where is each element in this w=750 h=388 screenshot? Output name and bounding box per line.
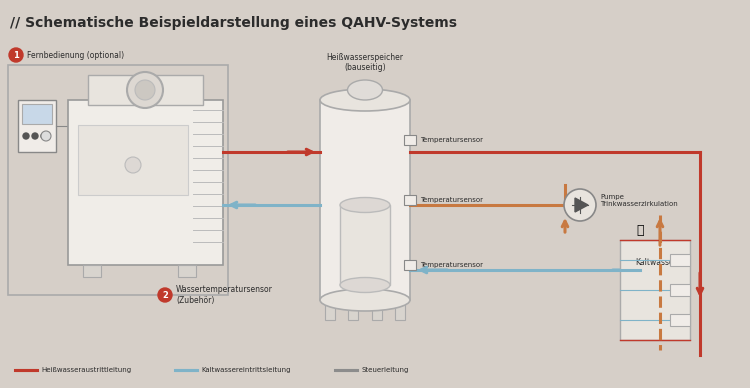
Bar <box>68 100 223 265</box>
Text: Heißwasseraustrittleitung: Heißwasseraustrittleitung <box>41 367 131 373</box>
Bar <box>670 254 690 266</box>
Bar <box>404 135 416 145</box>
Text: Steuerleitung: Steuerleitung <box>361 367 408 373</box>
Ellipse shape <box>320 89 410 111</box>
Text: Heißwasserspeicher
(bauseitig): Heißwasserspeicher (bauseitig) <box>326 53 404 72</box>
Bar <box>348 300 358 320</box>
Bar <box>670 314 690 326</box>
FancyBboxPatch shape <box>18 100 56 152</box>
Bar <box>404 195 416 205</box>
Text: Fernbedienung (optional): Fernbedienung (optional) <box>27 50 124 59</box>
Bar <box>395 300 405 320</box>
Ellipse shape <box>340 197 390 213</box>
Bar <box>325 300 335 320</box>
Text: Wassertemperatursensor
(Zubehör): Wassertemperatursensor (Zubehör) <box>176 285 273 305</box>
Circle shape <box>127 72 163 108</box>
Bar <box>178 265 196 277</box>
Bar <box>78 125 188 195</box>
Text: Temperatursensor: Temperatursensor <box>420 262 483 268</box>
Bar <box>320 100 410 300</box>
Circle shape <box>564 189 596 221</box>
Text: Kaltwasser: Kaltwasser <box>635 258 676 267</box>
Text: Pumpe
Trinkwasserzirkulation: Pumpe Trinkwasserzirkulation <box>600 194 678 206</box>
Circle shape <box>125 157 141 173</box>
Text: 1: 1 <box>13 50 19 59</box>
Ellipse shape <box>340 277 390 293</box>
Text: Kaltwassereintrittsleitung: Kaltwassereintrittsleitung <box>201 367 290 373</box>
Text: // Schematische Beispieldarstellung eines QAHV-Systems: // Schematische Beispieldarstellung eine… <box>10 16 457 30</box>
Bar <box>22 104 52 124</box>
Circle shape <box>158 288 172 302</box>
Bar <box>340 205 390 285</box>
Text: Temperatursensor: Temperatursensor <box>420 197 483 203</box>
Ellipse shape <box>320 289 410 311</box>
Circle shape <box>32 133 38 139</box>
Circle shape <box>135 80 155 100</box>
Text: Temperatursensor: Temperatursensor <box>420 137 483 143</box>
Bar <box>404 260 416 270</box>
Circle shape <box>23 133 29 139</box>
Polygon shape <box>575 198 588 212</box>
Circle shape <box>9 48 23 62</box>
Bar <box>8 65 228 295</box>
Bar <box>620 240 690 340</box>
Circle shape <box>41 133 47 139</box>
Text: 2: 2 <box>162 291 168 300</box>
Ellipse shape <box>347 80 382 100</box>
Bar <box>83 265 101 277</box>
Bar <box>670 284 690 296</box>
Bar <box>372 300 382 320</box>
Text: 🚿: 🚿 <box>636 223 644 237</box>
Bar <box>88 75 203 105</box>
Circle shape <box>41 131 51 141</box>
